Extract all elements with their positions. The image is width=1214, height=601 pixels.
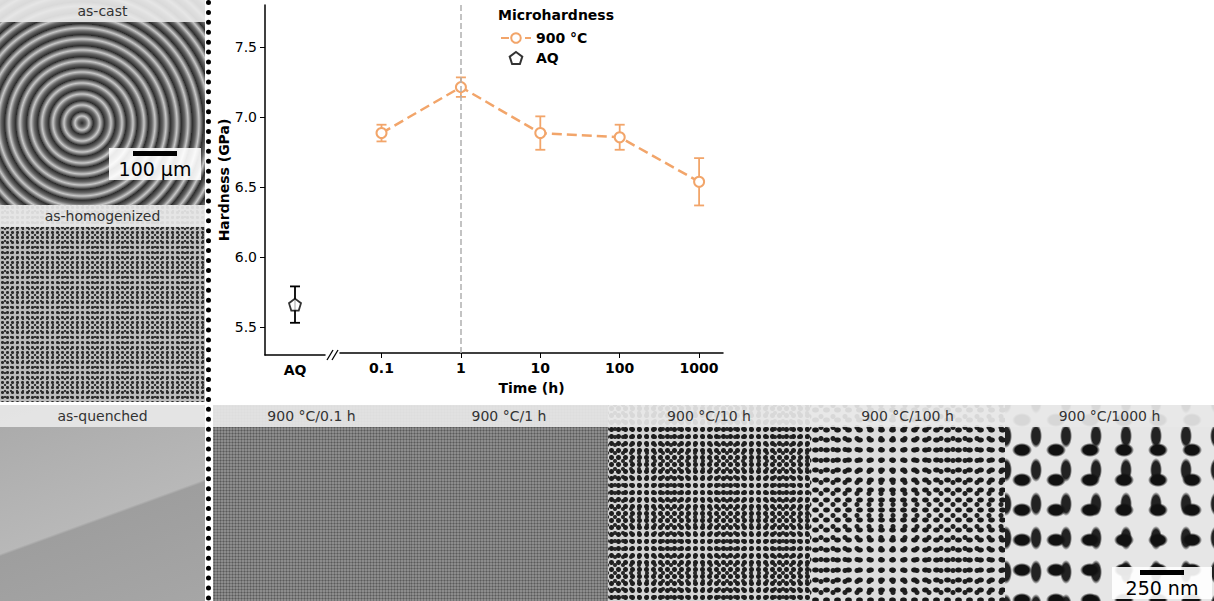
svg-text:0.1: 0.1	[369, 360, 394, 376]
svg-text:AQ: AQ	[284, 362, 307, 378]
svg-text:AQ: AQ	[536, 50, 559, 66]
html-text:as-homogenized: as-homogenized	[44, 208, 161, 224]
html-text:900 °C/10 h: 900 °C/10 h	[667, 408, 751, 424]
svg-text:Hardness (GPa): Hardness (GPa)	[216, 119, 232, 242]
svg-text:10: 10	[531, 360, 551, 376]
svg-text:6.5: 6.5	[235, 179, 257, 195]
svg-text:900 °C: 900 °C	[536, 30, 587, 46]
html-text:900 °C/0.1 h: 900 °C/0.1 h	[267, 408, 356, 424]
svg-text:1: 1	[456, 360, 466, 376]
html-text:900 °C/1 h: 900 °C/1 h	[471, 408, 547, 424]
svg-text:Time (h): Time (h)	[498, 380, 564, 396]
svg-text:Microhardness: Microhardness	[498, 7, 614, 23]
svg-text:1000: 1000	[680, 360, 719, 376]
svg-text:5.5: 5.5	[235, 319, 257, 335]
svg-text:100: 100	[605, 360, 634, 376]
html-text:250 nm: 250 nm	[1125, 577, 1199, 599]
html-text:900 °C/100 h: 900 °C/100 h	[861, 408, 954, 424]
svg-text:7.0: 7.0	[235, 109, 257, 125]
html-text:900 °C/1000 h: 900 °C/1000 h	[1058, 408, 1161, 424]
svg-text:6.0: 6.0	[235, 249, 257, 265]
html-text:100 µm: 100 µm	[118, 158, 192, 180]
html-text:as-cast: as-cast	[77, 3, 128, 19]
svg-text:7.5: 7.5	[235, 39, 257, 55]
html-text:as-quenched: as-quenched	[57, 408, 148, 424]
